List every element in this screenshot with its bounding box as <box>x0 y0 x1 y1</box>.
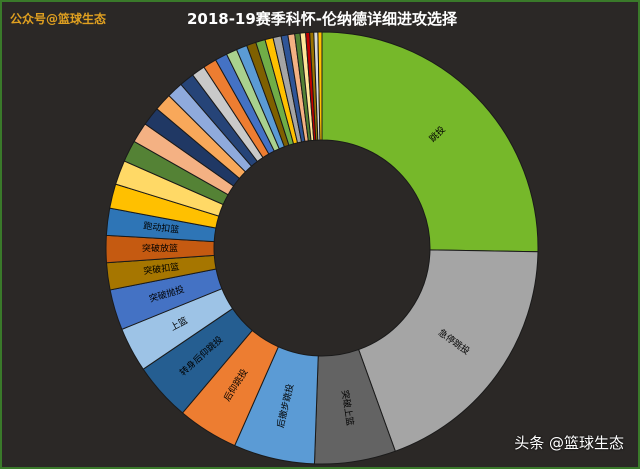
slice-label: 突破放篮 <box>142 242 178 254</box>
watermark-bottom: 头条 @篮球生态 <box>514 434 624 452</box>
watermark-top: 公众号@篮球生态 <box>10 12 107 26</box>
donut-slice <box>317 31 323 141</box>
donut-slice <box>358 249 539 452</box>
chart-title: 2018-19赛季科怀-伦纳德详细进攻选择 <box>186 10 458 28</box>
donut-slice <box>321 31 539 253</box>
